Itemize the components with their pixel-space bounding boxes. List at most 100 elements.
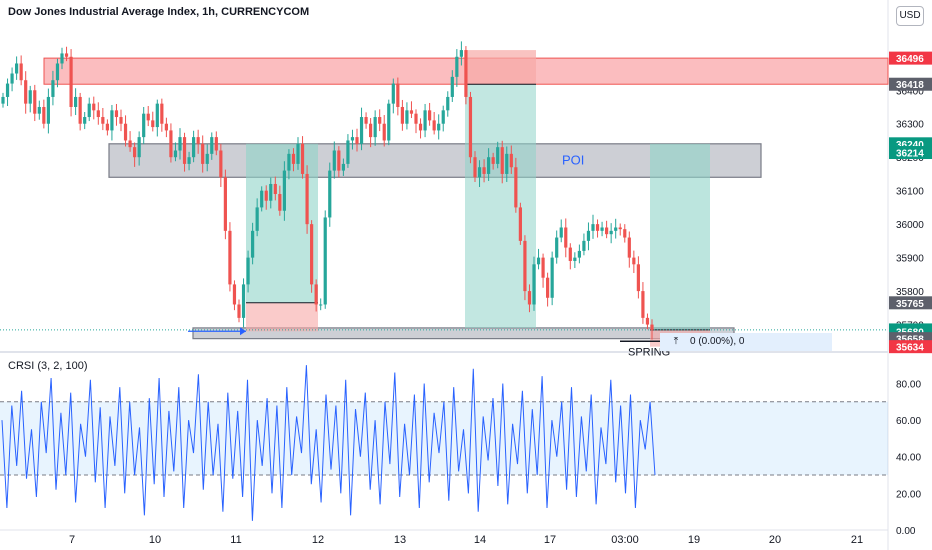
candles	[1, 41, 654, 340]
candle	[355, 137, 359, 144]
candle	[446, 96, 450, 111]
candle	[514, 167, 518, 208]
candle	[282, 170, 286, 211]
candle	[87, 103, 91, 118]
candle	[314, 284, 318, 305]
candle	[42, 106, 46, 124]
candle	[246, 257, 250, 285]
candle	[269, 183, 273, 201]
candle	[178, 137, 182, 151]
candle	[641, 291, 645, 318]
candle	[550, 257, 554, 298]
position-2-stop	[465, 50, 536, 85]
candle	[623, 229, 627, 238]
price-label-text: 36418	[896, 80, 924, 91]
price-label-text: 36240	[896, 140, 924, 151]
candle	[645, 317, 650, 325]
candle	[251, 230, 255, 258]
price-label-bg	[889, 77, 932, 91]
candle	[346, 140, 350, 164]
candle	[160, 103, 164, 124]
candle	[228, 230, 232, 285]
candle	[437, 123, 441, 131]
candle	[128, 140, 132, 148]
y-tick-label: 35800	[896, 287, 924, 298]
candle	[582, 240, 586, 251]
position-1-stop	[246, 302, 318, 332]
candle	[1, 96, 5, 104]
candle	[137, 137, 141, 158]
candle	[310, 224, 314, 285]
candle	[527, 291, 532, 305]
y-tick-label: 35900	[896, 254, 924, 265]
candle	[509, 153, 513, 168]
y-tick-label: 36000	[896, 220, 924, 231]
price-label-35634: 35634	[889, 340, 932, 354]
candle	[151, 120, 155, 128]
price-label-text: 35634	[896, 343, 924, 354]
spring-label: SPRING	[628, 346, 670, 358]
y-tick-label: 36300	[896, 120, 924, 131]
candle	[10, 73, 14, 84]
candle	[74, 96, 78, 107]
crsi-y-tick-label: 80.00	[896, 379, 921, 390]
candle	[119, 117, 123, 124]
candle	[37, 106, 41, 114]
candle	[636, 264, 640, 292]
price-label-36418: 36418	[889, 77, 932, 91]
x-tick-label: 10	[149, 534, 161, 546]
candle	[455, 56, 459, 77]
candle	[101, 117, 105, 124]
candle	[92, 103, 96, 111]
candle	[482, 167, 486, 174]
candle	[369, 123, 373, 138]
candle	[491, 157, 495, 164]
x-tick-label: 21	[851, 534, 863, 546]
candle	[24, 80, 28, 104]
candle	[586, 230, 591, 241]
position-3-target	[650, 143, 710, 330]
candle	[114, 110, 119, 118]
y-tick-label: 36100	[896, 187, 924, 198]
currency-button[interactable]: USD	[896, 6, 924, 26]
candle	[414, 113, 418, 124]
candle	[192, 137, 196, 158]
candle	[187, 157, 191, 164]
candle	[241, 284, 246, 318]
candle	[428, 110, 432, 121]
candle	[605, 227, 609, 235]
candle	[559, 227, 563, 238]
candle	[627, 237, 631, 258]
indicator-title[interactable]: CRSI (3, 2, 100)	[8, 360, 88, 372]
chart-title: Dow Jones Industrial Average Index, 1h, …	[8, 6, 310, 18]
candle	[78, 96, 82, 124]
candle	[319, 304, 323, 306]
candle	[105, 123, 109, 131]
candle	[69, 56, 73, 107]
candle	[405, 110, 409, 124]
candle	[146, 113, 150, 121]
x-tick-label: 13	[394, 534, 406, 546]
candle	[96, 110, 100, 118]
candle	[373, 117, 377, 138]
candle	[591, 224, 595, 231]
candle	[600, 227, 604, 231]
y-tick-label: 36400	[896, 86, 924, 97]
price-label-36496: 36496	[889, 51, 932, 65]
candle	[432, 120, 436, 131]
candle	[568, 247, 572, 261]
candle	[291, 153, 296, 164]
crsi-y-tick-label: 20.00	[896, 489, 921, 500]
candle	[396, 83, 400, 107]
candle	[418, 123, 423, 131]
candle	[473, 157, 477, 178]
price-label-text: 36214	[896, 149, 924, 160]
candle	[305, 173, 309, 225]
candle	[577, 250, 581, 258]
candle	[196, 137, 200, 144]
candle	[555, 237, 559, 258]
x-tick-label: 14	[474, 534, 486, 546]
bar-up-arrow-icon: ⤒	[673, 336, 679, 347]
candle	[532, 264, 536, 305]
